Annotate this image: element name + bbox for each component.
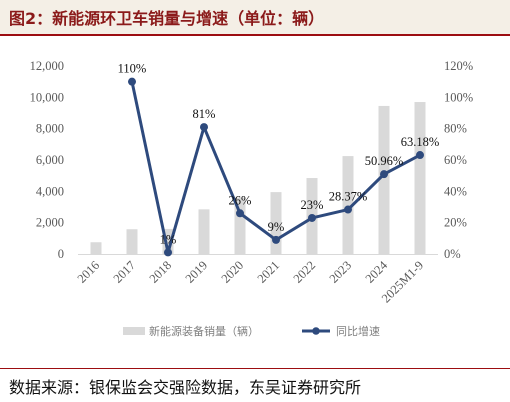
x-tick-label: 2024 <box>363 258 391 286</box>
y-right-tick-label: 60% <box>444 153 467 167</box>
y-right-tick-label: 100% <box>444 90 473 104</box>
line-point <box>272 235 280 244</box>
y-right-tick-label: 20% <box>444 216 467 230</box>
bar <box>378 105 390 254</box>
figure-title: 图2：新能源环卫车销量与增速（单位：辆） <box>9 9 325 28</box>
x-tick-label: 2020 <box>219 258 247 286</box>
bar <box>414 102 426 255</box>
source-note: 数据来源：银保监会交强险数据，东吴证券研究所 <box>9 378 362 397</box>
legend-line-marker <box>312 327 320 335</box>
bar <box>126 229 138 254</box>
y-left-tick-label: 10,000 <box>30 90 64 104</box>
data-labels: 110% 1% 81% 26% 9% 23% 28.37% 50.96% 63.18% <box>118 62 440 247</box>
y-right-tick-label: 40% <box>444 184 467 198</box>
footer-rule <box>0 368 510 369</box>
legend: 新能源装备销量（辆） 同比增速 <box>123 324 380 338</box>
x-tick-label: 2023 <box>327 258 355 286</box>
y-left-tick-label: 8,000 <box>36 122 64 136</box>
y-right-tick-label: 80% <box>444 122 467 136</box>
y-left-tick-label: 12,000 <box>30 59 64 73</box>
line-point <box>308 213 316 222</box>
y-left-tick-label: 6,000 <box>36 153 64 167</box>
chart-axes: 0 2,000 4,000 6,000 8,000 10,000 12,000 0% 20% 40… <box>30 59 474 305</box>
legend-line-label: 同比增速 <box>336 324 380 338</box>
x-tick-label: 2018 <box>147 258 175 286</box>
bar <box>198 209 210 254</box>
data-label: 110% <box>118 62 147 76</box>
data-label: 28.37% <box>329 190 368 204</box>
x-tick-label: 2021 <box>255 258 283 286</box>
bar <box>234 197 246 254</box>
bar <box>270 192 282 254</box>
line-point <box>164 248 172 257</box>
line-point <box>380 170 388 179</box>
y-right-tick-label: 120% <box>444 59 473 73</box>
chart: 0 2,000 4,000 6,000 8,000 10,000 12,000 0% 20% 40… <box>30 59 474 338</box>
line-series <box>128 77 424 257</box>
y-right-tick-label: 0% <box>444 247 461 261</box>
line-point <box>416 151 424 160</box>
bar <box>162 228 174 254</box>
data-label: 50.96% <box>365 154 404 168</box>
bar <box>90 242 102 254</box>
y-left-tick-label: 2,000 <box>36 216 64 230</box>
x-tick-label: 2017 <box>111 258 139 286</box>
y-left-tick-label: 4,000 <box>36 184 64 198</box>
line-point <box>200 123 208 132</box>
legend-bar-label: 新能源装备销量（辆） <box>149 324 259 338</box>
data-label: 81% <box>193 107 216 121</box>
data-label: 26% <box>229 193 252 207</box>
data-label: 23% <box>301 198 324 212</box>
line-point <box>344 205 352 214</box>
x-tick-label: 2019 <box>183 258 211 286</box>
x-tick-label: 2022 <box>291 258 319 286</box>
data-label: 9% <box>268 220 285 234</box>
data-label: 63.18% <box>401 135 440 149</box>
line-point <box>236 209 244 218</box>
figure-header: 图2：新能源环卫车销量与增速（单位：辆） <box>0 0 510 36</box>
data-label: 1% <box>160 232 177 246</box>
y-left-tick-label: 0 <box>58 247 64 261</box>
x-tick-label: 2016 <box>75 258 103 286</box>
legend-bar-swatch <box>123 327 145 335</box>
bar <box>342 156 354 254</box>
line-point <box>128 77 136 86</box>
